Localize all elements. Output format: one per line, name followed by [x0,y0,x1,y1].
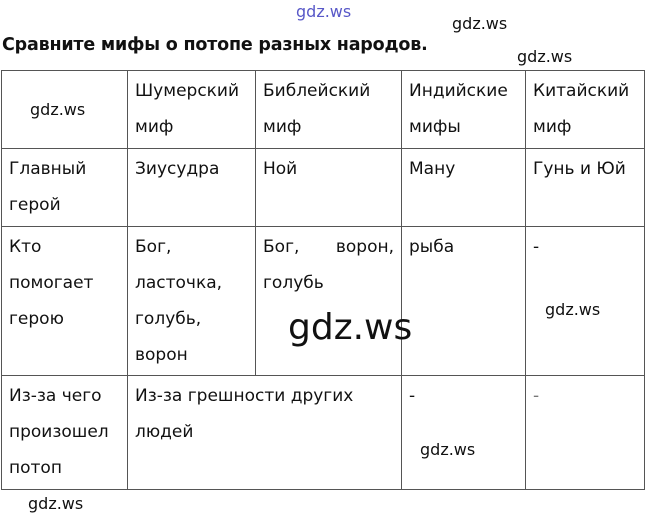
header-cell [1,70,128,149]
header-cell: Библейский миф [255,70,402,149]
task-title: Сравните мифы о потопе разных народов. [2,35,428,55]
header-cell: Индийские мифы [401,70,526,149]
merged-cell: Из-за грешности других людей [127,375,402,490]
table-cell: Ной [255,148,402,227]
header-cell: Шумерский миф [127,70,256,149]
header-cell: Китайский миф [525,70,645,149]
watermark: gdz.ws [30,100,86,119]
table-row: Из-за чего произошел потоп Из-за грешнос… [1,375,645,490]
table-cell: - [525,226,645,376]
watermark: gdz.ws [517,47,573,66]
watermark: gdz.ws [545,300,601,319]
table-row: Главный герой Зиусудра Ной Ману Гунь и Ю… [1,148,645,227]
table-header-row: Шумерский миф Библейский миф Индийские м… [1,70,645,149]
table-cell: Гунь и Юй [525,148,645,227]
table-cell: рыба [401,226,526,376]
watermark: gdz.ws [452,14,508,33]
watermark: gdz.ws [296,2,352,21]
table-cell: - [401,375,526,490]
table-row: Кто помогает герою Бог, ласточка, голубь… [1,226,645,376]
watermark: gdz.ws [420,440,476,459]
table-cell: - [525,375,645,490]
row-label: Кто помогает герою [1,226,128,376]
table-cell: Бог, ворон, голубь [255,226,402,376]
table-cell: Ману [401,148,526,227]
watermark: gdz.ws [288,307,413,348]
row-label: Главный герой [1,148,128,227]
row-label: Из-за чего произошел потоп [1,375,128,490]
table-cell: Бог, ласточка, голубь, ворон [127,226,256,376]
watermark: gdz.ws [28,494,84,513]
table-cell: Зиусудра [127,148,256,227]
myths-table: Шумерский миф Библейский миф Индийские м… [1,70,645,490]
